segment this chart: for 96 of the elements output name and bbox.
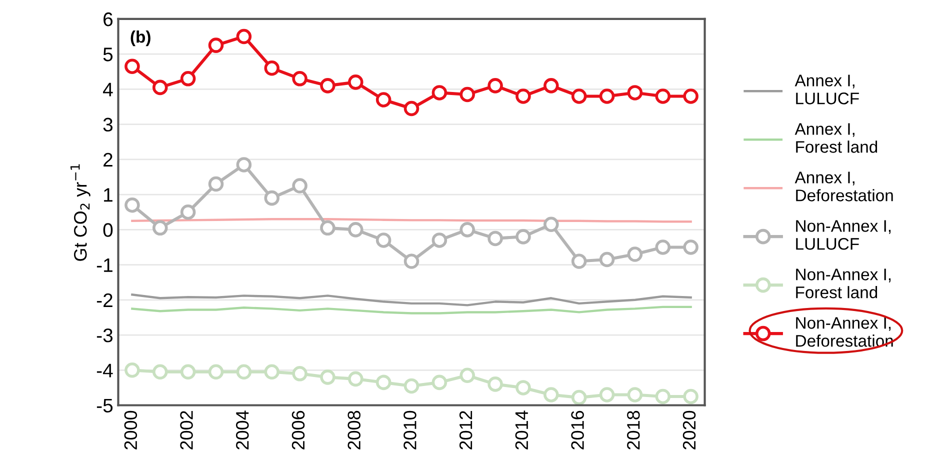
point [599, 252, 615, 268]
point [432, 85, 448, 100]
point [208, 364, 224, 380]
point [376, 374, 392, 390]
x-tick-label: 2012 [459, 411, 472, 450]
point [236, 157, 252, 172]
y-tick-label: 1 [104, 188, 112, 202]
point [348, 74, 364, 90]
y-tick-label: -4 [96, 364, 113, 378]
y-tick-label: 3 [103, 118, 113, 132]
point [180, 204, 196, 220]
point [320, 78, 336, 94]
point [124, 197, 140, 213]
y-tick-label: -1 [96, 258, 112, 272]
point [320, 370, 336, 385]
point [404, 100, 420, 116]
point [152, 80, 168, 96]
x-tick-label: 2002 [180, 411, 193, 450]
point [292, 366, 308, 382]
point [516, 380, 531, 396]
point [376, 232, 392, 248]
point [488, 376, 503, 392]
point [599, 88, 615, 104]
point [460, 368, 476, 384]
point [152, 220, 168, 236]
point [627, 387, 643, 402]
annotation: (b) [130, 30, 150, 46]
y-tick-label: 2 [104, 152, 112, 166]
point [208, 38, 224, 53]
legend-label: Annex I, Deforestation [794, 172, 893, 202]
point [516, 229, 531, 244]
x-tick-label: 2000 [124, 410, 138, 450]
y-tick-label: 4 [103, 82, 113, 96]
point [124, 362, 140, 378]
point [655, 388, 671, 404]
point [348, 222, 364, 238]
point [152, 364, 168, 380]
point [124, 58, 140, 74]
point [571, 254, 587, 269]
line-series [131, 306, 692, 314]
point [236, 28, 252, 44]
x-tick-label: 2020 [682, 410, 696, 450]
point [432, 374, 448, 390]
point [180, 71, 196, 86]
point [655, 88, 671, 104]
legend-label: Annex I, Forest land [794, 123, 878, 153]
point [348, 371, 364, 387]
point [683, 88, 698, 104]
x-tick-label: 2018 [627, 410, 640, 450]
point [264, 60, 280, 76]
point [544, 387, 559, 402]
y-tick-label: -3 [96, 328, 113, 342]
point [544, 216, 559, 232]
y-tick-label: 0 [103, 223, 113, 237]
x-tick-label: 2006 [292, 410, 305, 450]
y-tick-label: 5 [103, 48, 113, 62]
point [488, 230, 503, 246]
point [376, 92, 392, 108]
point [571, 88, 587, 104]
point [683, 240, 698, 255]
y-tick-label: 6 [104, 12, 113, 26]
point [292, 71, 308, 86]
point [655, 240, 671, 255]
legend-label: Non-Annex I, Deforestation [796, 317, 893, 347]
point [460, 222, 476, 238]
point [404, 254, 420, 269]
y-tick-label: -2 [96, 293, 112, 307]
y-tick-label: -5 [96, 398, 113, 413]
point [599, 387, 615, 402]
point [236, 364, 252, 380]
y-axis-title: Gt CO$_{2}$ yr$^{−1}$ [70, 164, 90, 261]
point [264, 190, 280, 206]
point [571, 390, 587, 406]
point [432, 232, 448, 248]
point [208, 176, 224, 192]
point [488, 78, 503, 94]
point [683, 388, 698, 404]
point [264, 364, 280, 380]
x-tick-label: 2008 [348, 410, 360, 450]
point [516, 88, 531, 104]
x-tick-label: 2010 [404, 410, 416, 450]
x-tick-label: 2004 [236, 410, 249, 450]
point [180, 364, 196, 380]
point [544, 78, 559, 94]
point [320, 220, 336, 236]
legend-label: Non-Annex I, Forest land [796, 268, 891, 298]
x-tick-label: 2016 [571, 410, 584, 450]
point [627, 85, 643, 100]
legend-label: Non-Annex I, LULUCF [796, 220, 891, 250]
legend-label: Annex I, LULUCF [794, 74, 859, 104]
line-series [131, 294, 692, 306]
point [292, 178, 308, 194]
point [404, 378, 420, 394]
point [627, 246, 643, 262]
point [460, 86, 476, 102]
x-tick-label: 2014 [515, 410, 528, 450]
